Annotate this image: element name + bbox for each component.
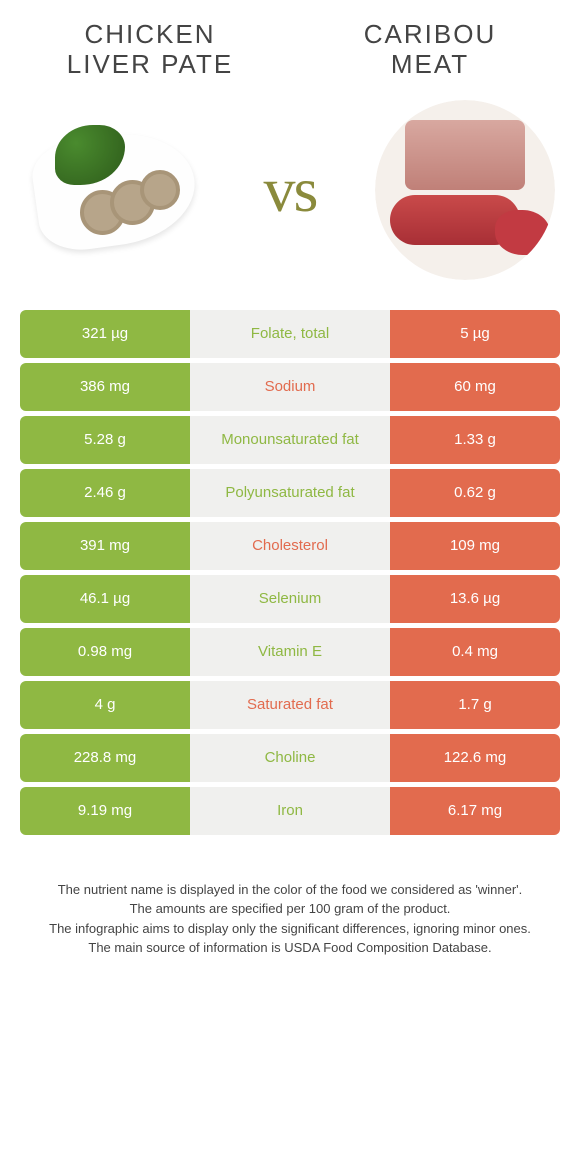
food-right-image	[375, 100, 555, 280]
nutrient-name: Polyunsaturated fat	[190, 469, 390, 517]
header-row: CHICKEN LIVER PATE CARIBOU MEAT	[0, 0, 580, 90]
nutrient-name: Saturated fat	[190, 681, 390, 729]
nutrient-right-value: 0.4 mg	[390, 628, 560, 676]
nutrient-left-value: 4 g	[20, 681, 190, 729]
nutrient-row: 4 gSaturated fat1.7 g	[20, 681, 560, 729]
food-left-title-line1: CHICKEN	[84, 19, 215, 49]
food-left-title: CHICKEN LIVER PATE	[30, 20, 270, 80]
nutrient-right-value: 109 mg	[390, 522, 560, 570]
nutrient-row: 228.8 mgCholine122.6 mg	[20, 734, 560, 782]
nutrient-right-value: 0.62 g	[390, 469, 560, 517]
hero-row: vs	[0, 90, 580, 310]
nutrient-left-value: 5.28 g	[20, 416, 190, 464]
nutrient-left-value: 228.8 mg	[20, 734, 190, 782]
nutrient-right-value: 60 mg	[390, 363, 560, 411]
nutrient-row: 9.19 mgIron6.17 mg	[20, 787, 560, 835]
nutrient-right-value: 1.7 g	[390, 681, 560, 729]
food-right-title-line1: CARIBOU	[364, 19, 496, 49]
nutrient-left-value: 2.46 g	[20, 469, 190, 517]
nutrient-right-value: 122.6 mg	[390, 734, 560, 782]
footer-note: The infographic aims to display only the…	[30, 919, 550, 939]
food-right-title-line2: MEAT	[391, 49, 469, 79]
nutrient-right-value: 13.6 µg	[390, 575, 560, 623]
nutrient-left-value: 386 mg	[20, 363, 190, 411]
footer-notes: The nutrient name is displayed in the co…	[0, 840, 580, 988]
footer-note: The amounts are specified per 100 gram o…	[30, 899, 550, 919]
nutrient-name: Selenium	[190, 575, 390, 623]
nutrient-right-value: 5 µg	[390, 310, 560, 358]
nutrient-row: 386 mgSodium60 mg	[20, 363, 560, 411]
nutrient-row: 5.28 gMonounsaturated fat1.33 g	[20, 416, 560, 464]
food-right-title: CARIBOU MEAT	[310, 20, 550, 80]
nutrient-row: 0.98 mgVitamin E0.4 mg	[20, 628, 560, 676]
nutrient-left-value: 0.98 mg	[20, 628, 190, 676]
nutrient-left-value: 46.1 µg	[20, 575, 190, 623]
nutrient-right-value: 6.17 mg	[390, 787, 560, 835]
nutrient-row: 391 mgCholesterol109 mg	[20, 522, 560, 570]
nutrient-name: Vitamin E	[190, 628, 390, 676]
nutrient-right-value: 1.33 g	[390, 416, 560, 464]
nutrient-left-value: 321 µg	[20, 310, 190, 358]
nutrient-row: 321 µgFolate, total5 µg	[20, 310, 560, 358]
food-left-title-line2: LIVER PATE	[67, 49, 233, 79]
nutrient-name: Cholesterol	[190, 522, 390, 570]
nutrient-table: 321 µgFolate, total5 µg 386 mgSodium60 mg…	[0, 310, 580, 835]
nutrient-name: Monounsaturated fat	[190, 416, 390, 464]
nutrient-name: Choline	[190, 734, 390, 782]
nutrient-row: 46.1 µgSelenium13.6 µg	[20, 575, 560, 623]
nutrient-name: Sodium	[190, 363, 390, 411]
nutrient-row: 2.46 gPolyunsaturated fat0.62 g	[20, 469, 560, 517]
nutrient-name: Folate, total	[190, 310, 390, 358]
footer-note: The nutrient name is displayed in the co…	[30, 880, 550, 900]
food-left-image	[25, 100, 205, 280]
footer-note: The main source of information is USDA F…	[30, 938, 550, 958]
nutrient-left-value: 391 mg	[20, 522, 190, 570]
nutrient-name: Iron	[190, 787, 390, 835]
vs-label: vs	[264, 153, 317, 227]
nutrient-left-value: 9.19 mg	[20, 787, 190, 835]
